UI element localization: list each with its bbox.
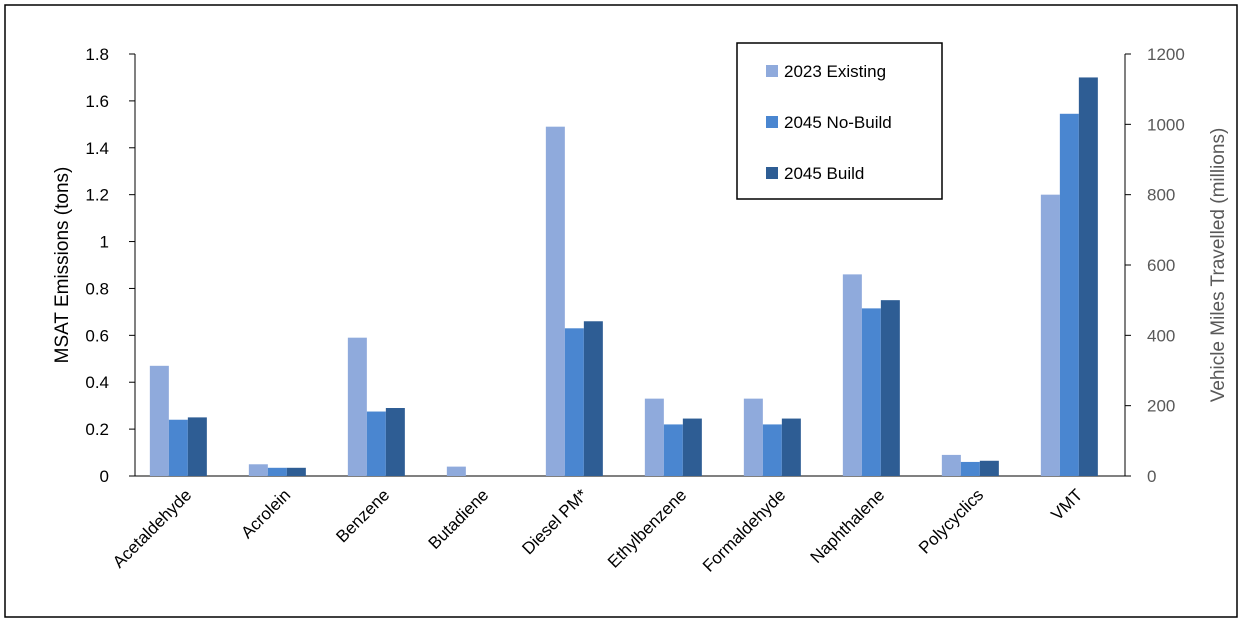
bar bbox=[583, 321, 603, 476]
y-tick-label: 1.4 bbox=[85, 139, 109, 158]
bar bbox=[366, 411, 386, 476]
y2-tick-label: 0 bbox=[1147, 467, 1156, 486]
y-tick-label: 1.2 bbox=[85, 186, 109, 205]
y-tick-label: 1 bbox=[100, 233, 109, 252]
bar bbox=[564, 328, 584, 476]
bar bbox=[941, 454, 961, 476]
bar bbox=[385, 408, 405, 476]
bar bbox=[347, 337, 367, 476]
bar bbox=[1040, 194, 1060, 476]
y-axis-title: MSAT Emissions (tons) bbox=[52, 167, 73, 364]
y2-tick-label: 1200 bbox=[1147, 45, 1185, 64]
bar bbox=[267, 467, 287, 476]
bar bbox=[1078, 77, 1098, 476]
bar bbox=[644, 398, 664, 476]
bar bbox=[762, 424, 782, 476]
legend-label: 2045 No-Build bbox=[784, 113, 892, 132]
bar bbox=[781, 418, 801, 476]
bar bbox=[1059, 113, 1079, 477]
y-tick-label: 0.2 bbox=[85, 420, 109, 439]
y-tick-label: 0.6 bbox=[85, 326, 109, 345]
legend-swatch bbox=[766, 116, 778, 128]
y-tick-label: 0.8 bbox=[85, 279, 109, 298]
legend-label: 2045 Build bbox=[784, 164, 864, 183]
y2-tick-label: 200 bbox=[1147, 397, 1175, 416]
bar bbox=[960, 461, 980, 476]
bar bbox=[663, 424, 683, 476]
y2-tick-label: 1000 bbox=[1147, 115, 1185, 134]
bar bbox=[743, 398, 763, 476]
y-tick-label: 0.4 bbox=[85, 373, 109, 392]
bar bbox=[286, 467, 306, 476]
legend: 2023 Existing 2045 No-Build 2045 Build bbox=[736, 42, 943, 200]
bar bbox=[861, 308, 881, 476]
legend-swatch bbox=[766, 167, 778, 179]
y-tick-label: 0 bbox=[100, 467, 109, 486]
y2-tick-label: 400 bbox=[1147, 326, 1175, 345]
bar bbox=[545, 126, 565, 476]
legend-label: 2023 Existing bbox=[784, 62, 886, 81]
legend-swatch bbox=[766, 65, 778, 77]
y-tick-label: 1.6 bbox=[85, 92, 109, 111]
bar bbox=[842, 274, 862, 476]
bar bbox=[682, 418, 702, 476]
y2-tick-label: 600 bbox=[1147, 256, 1175, 275]
y2-tick-label: 800 bbox=[1147, 186, 1175, 205]
bar bbox=[187, 417, 207, 476]
chart-frame bbox=[4, 4, 1238, 618]
bar bbox=[149, 365, 169, 476]
bar bbox=[880, 300, 900, 476]
y-tick-label: 1.8 bbox=[85, 45, 109, 64]
bar bbox=[248, 464, 268, 476]
bar bbox=[979, 460, 999, 476]
bar bbox=[446, 466, 466, 476]
bar bbox=[168, 419, 188, 476]
y2-axis-title: Vehicle Miles Travelled (millions) bbox=[1208, 128, 1229, 403]
